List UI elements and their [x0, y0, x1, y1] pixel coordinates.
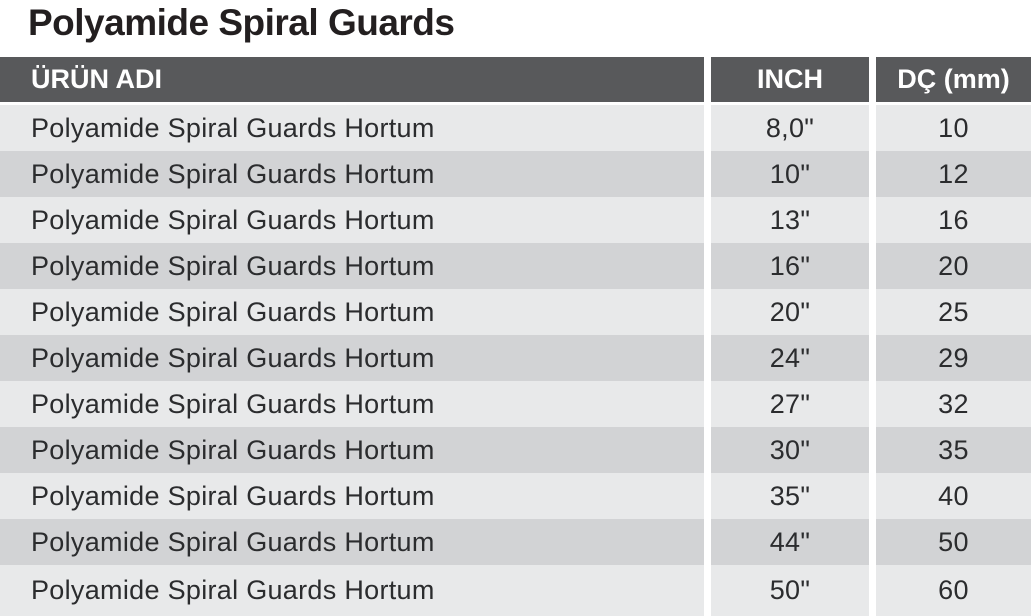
dc-mm-cell: 12 [876, 151, 1031, 197]
dc-mm-cell: 50 [876, 519, 1031, 565]
inch-cell: 20" [711, 289, 869, 335]
product-name-cell: Polyamide Spiral Guards Hortum [0, 197, 704, 243]
column-header-inch: INCH [711, 57, 869, 102]
table-row: Polyamide Spiral Guards Hortum 20" 25 [0, 289, 1031, 335]
inch-cell: 27" [711, 381, 869, 427]
dc-mm-cell: 60 [876, 565, 1031, 616]
product-name-cell: Polyamide Spiral Guards Hortum [0, 335, 704, 381]
dc-mm-cell: 25 [876, 289, 1031, 335]
table-row: Polyamide Spiral Guards Hortum 10" 12 [0, 151, 1031, 197]
column-header-urun-adi: ÜRÜN ADI [0, 57, 704, 102]
dc-mm-cell: 40 [876, 473, 1031, 519]
table-row: Polyamide Spiral Guards Hortum 8,0" 10 [0, 105, 1031, 151]
product-name-cell: Polyamide Spiral Guards Hortum [0, 427, 704, 473]
product-name-cell: Polyamide Spiral Guards Hortum [0, 105, 704, 151]
inch-cell: 50" [711, 565, 869, 616]
table-row: Polyamide Spiral Guards Hortum 30" 35 [0, 427, 1031, 473]
product-name-cell: Polyamide Spiral Guards Hortum [0, 289, 704, 335]
product-name-cell: Polyamide Spiral Guards Hortum [0, 473, 704, 519]
product-name-cell: Polyamide Spiral Guards Hortum [0, 565, 704, 616]
table-row: Polyamide Spiral Guards Hortum 44" 50 [0, 519, 1031, 565]
product-name-cell: Polyamide Spiral Guards Hortum [0, 151, 704, 197]
inch-cell: 10" [711, 151, 869, 197]
inch-cell: 35" [711, 473, 869, 519]
dc-mm-cell: 16 [876, 197, 1031, 243]
column-header-dc-mm: DÇ (mm) [876, 57, 1031, 102]
product-table: ÜRÜN ADI INCH DÇ (mm) Polyamide Spiral G… [0, 57, 1031, 616]
page-title: Polyamide Spiral Guards [28, 2, 455, 43]
dc-mm-cell: 10 [876, 105, 1031, 151]
table-row: Polyamide Spiral Guards Hortum 35" 40 [0, 473, 1031, 519]
table-row: Polyamide Spiral Guards Hortum 50" 60 [0, 565, 1031, 616]
dc-mm-cell: 20 [876, 243, 1031, 289]
inch-cell: 24" [711, 335, 869, 381]
inch-cell: 44" [711, 519, 869, 565]
inch-cell: 16" [711, 243, 869, 289]
product-name-cell: Polyamide Spiral Guards Hortum [0, 381, 704, 427]
table-row: Polyamide Spiral Guards Hortum 27" 32 [0, 381, 1031, 427]
table-row: Polyamide Spiral Guards Hortum 24" 29 [0, 335, 1031, 381]
product-name-cell: Polyamide Spiral Guards Hortum [0, 519, 704, 565]
inch-cell: 30" [711, 427, 869, 473]
inch-cell: 13" [711, 197, 869, 243]
dc-mm-cell: 35 [876, 427, 1031, 473]
dc-mm-cell: 29 [876, 335, 1031, 381]
inch-cell: 8,0" [711, 105, 869, 151]
dc-mm-cell: 32 [876, 381, 1031, 427]
table-body: Polyamide Spiral Guards Hortum 8,0" 10 Poly… [0, 105, 1031, 616]
product-name-cell: Polyamide Spiral Guards Hortum [0, 243, 704, 289]
table-row: Polyamide Spiral Guards Hortum 16" 20 [0, 243, 1031, 289]
table-row: Polyamide Spiral Guards Hortum 13" 16 [0, 197, 1031, 243]
table-header-row: ÜRÜN ADI INCH DÇ (mm) [0, 57, 1031, 102]
